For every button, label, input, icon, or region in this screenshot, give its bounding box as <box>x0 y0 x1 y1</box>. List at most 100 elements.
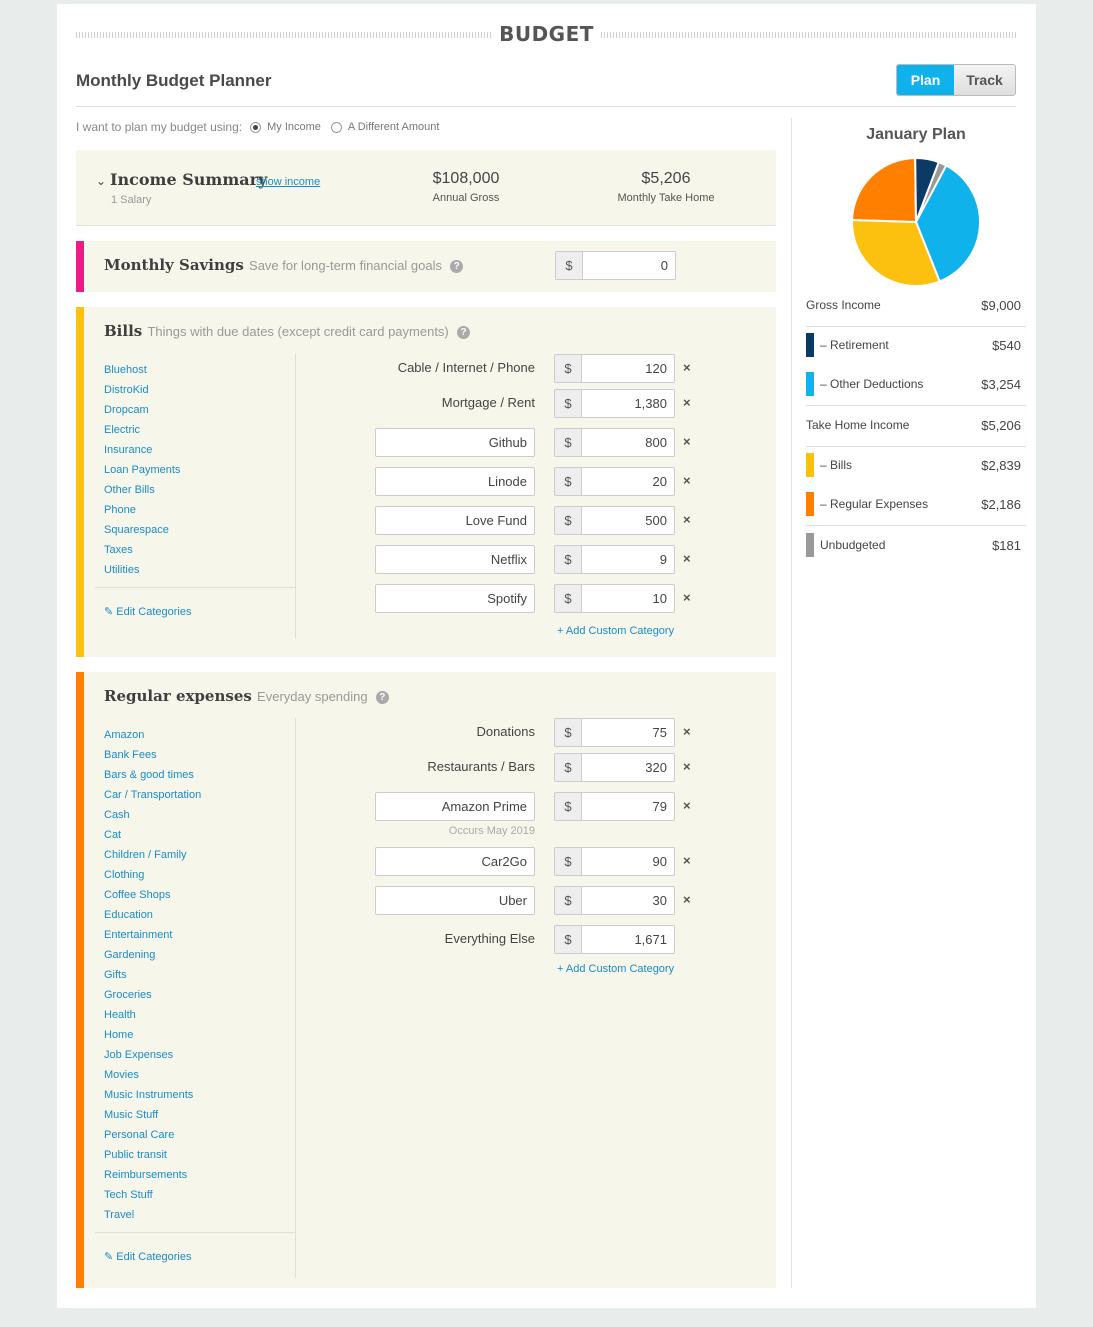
budget-amount[interactable]: 320 <box>645 760 667 775</box>
remove-icon[interactable]: × <box>683 853 691 868</box>
show-income-link[interactable]: show income <box>256 176 321 188</box>
category-link-public-transit[interactable]: Public transit <box>104 1149 167 1161</box>
custom-category-name-input[interactable]: Netflix <box>375 545 535 574</box>
bills-edit-categories-link[interactable]: ✎ Edit Categories <box>104 605 192 618</box>
category-link-job-expenses[interactable]: Job Expenses <box>104 1049 174 1061</box>
budget-amount-input[interactable]: $1,380 <box>554 389 675 418</box>
remove-icon[interactable]: × <box>683 759 691 774</box>
retirement-row: – Retirement $540 <box>806 325 1026 365</box>
budget-amount-input[interactable]: $20 <box>554 467 675 496</box>
help-icon[interactable]: ? <box>450 260 464 273</box>
category-link-music-stuff[interactable]: Music Stuff <box>104 1109 159 1121</box>
budget-amount[interactable]: 800 <box>645 435 667 450</box>
budget-amount-input[interactable]: $500 <box>554 506 675 535</box>
category-link-music-instruments[interactable]: Music Instruments <box>104 1089 194 1101</box>
category-link-gardening[interactable]: Gardening <box>104 949 156 961</box>
category-link-travel[interactable]: Travel <box>104 1209 135 1221</box>
budget-amount[interactable]: 1,380 <box>634 396 667 411</box>
category-link-clothing[interactable]: Clothing <box>104 869 145 881</box>
category-link-taxes[interactable]: Taxes <box>104 544 133 556</box>
remove-icon[interactable]: × <box>683 551 691 566</box>
custom-category-name-input[interactable]: Linode <box>375 467 535 496</box>
category-link-cash[interactable]: Cash <box>104 809 130 821</box>
category-link-reimbursements[interactable]: Reimbursements <box>104 1169 188 1181</box>
category-link-movies[interactable]: Movies <box>104 1069 139 1081</box>
category-link-gifts[interactable]: Gifts <box>104 969 127 981</box>
category-link-dropcam[interactable]: Dropcam <box>104 404 149 416</box>
budget-amount-input[interactable]: $1,671 <box>554 925 675 954</box>
bills-add-custom-category[interactable]: + Add Custom Category <box>557 625 675 637</box>
custom-category-name-input[interactable]: Spotify <box>375 584 535 613</box>
remove-icon[interactable]: × <box>683 360 691 375</box>
budget-amount[interactable]: 120 <box>645 361 667 376</box>
help-icon[interactable]: ? <box>375 691 389 704</box>
remove-icon[interactable]: × <box>683 512 691 527</box>
budget-amount-input[interactable]: $90 <box>554 847 675 876</box>
budget-amount[interactable]: 10 <box>652 591 667 606</box>
category-link-insurance[interactable]: Insurance <box>104 444 153 456</box>
remove-icon[interactable]: × <box>683 724 691 739</box>
expenses-add-custom-category[interactable]: + Add Custom Category <box>557 963 675 975</box>
category-link-groceries[interactable]: Groceries <box>104 989 152 1001</box>
category-link-tech-stuff[interactable]: Tech Stuff <box>104 1189 153 1201</box>
remove-icon[interactable]: × <box>683 434 691 449</box>
savings-amount-input[interactable]: $ 0 <box>555 251 676 280</box>
category-link-squarespace[interactable]: Squarespace <box>104 524 169 536</box>
custom-category-name-input[interactable]: Car2Go <box>375 847 535 876</box>
category-link-children-family[interactable]: Children / Family <box>104 849 187 861</box>
my-income-radio[interactable] <box>250 121 262 133</box>
budget-amount[interactable]: 20 <box>652 474 667 489</box>
category-link-phone[interactable]: Phone <box>104 504 136 516</box>
category-link-personal-care[interactable]: Personal Care <box>104 1129 175 1141</box>
category-link-entertainment[interactable]: Entertainment <box>104 929 173 941</box>
custom-category-name-input[interactable]: Love Fund <box>375 506 535 535</box>
expenses-edit-categories-link[interactable]: ✎ Edit Categories <box>104 1250 192 1263</box>
budget-amount[interactable]: 9 <box>659 552 667 567</box>
budget-amount[interactable]: 79 <box>652 799 667 814</box>
remove-icon[interactable]: × <box>683 892 691 907</box>
category-link-health[interactable]: Health <box>104 1009 136 1021</box>
category-link-coffee-shops[interactable]: Coffee Shops <box>104 889 171 901</box>
category-link-home[interactable]: Home <box>104 1029 134 1041</box>
category-link-amazon[interactable]: Amazon <box>104 729 145 741</box>
chevron-down-icon[interactable]: ⌄ <box>96 174 107 188</box>
budget-amount-input[interactable]: $10 <box>554 584 675 613</box>
budget-amount-input[interactable]: $320 <box>554 753 675 782</box>
category-link-cat[interactable]: Cat <box>104 829 122 841</box>
savings-amount[interactable]: 0 <box>660 258 668 273</box>
category-link-car-transportation[interactable]: Car / Transportation <box>104 789 202 801</box>
my-income-label[interactable]: My Income <box>267 121 321 133</box>
budget-amount-input[interactable]: $9 <box>554 545 675 574</box>
budget-amount[interactable]: 75 <box>652 725 667 740</box>
category-link-loan-payments[interactable]: Loan Payments <box>104 464 181 476</box>
category-link-bank-fees[interactable]: Bank Fees <box>104 749 157 761</box>
budget-amount-input[interactable]: $800 <box>554 428 675 457</box>
plan-tab[interactable]: Plan <box>897 65 954 95</box>
help-icon[interactable]: ? <box>457 326 470 339</box>
budget-amount[interactable]: 30 <box>652 893 667 908</box>
track-tab[interactable]: Track <box>954 65 1015 95</box>
different-amount-label[interactable]: A Different Amount <box>347 121 440 133</box>
budget-amount-input[interactable]: $75 <box>554 718 675 747</box>
budget-amount-input[interactable]: $120 <box>554 354 675 383</box>
category-link-bars-good-times[interactable]: Bars & good times <box>104 769 194 781</box>
budget-amount-input[interactable]: $79 <box>554 792 675 821</box>
category-link-distrokid[interactable]: DistroKid <box>104 384 149 396</box>
remove-icon[interactable]: × <box>683 590 691 605</box>
budget-amount[interactable]: 90 <box>652 854 667 869</box>
category-link-electric[interactable]: Electric <box>104 424 141 436</box>
budget-amount[interactable]: 1,671 <box>634 932 667 947</box>
category-link-other-bills[interactable]: Other Bills <box>104 484 155 496</box>
category-link-bluehost[interactable]: Bluehost <box>104 364 147 376</box>
category-link-education[interactable]: Education <box>104 909 153 921</box>
different-amount-radio[interactable] <box>330 121 342 133</box>
custom-category-name-input[interactable]: Uber <box>375 886 535 915</box>
custom-category-name-input[interactable]: Amazon Prime <box>375 792 535 821</box>
budget-amount-input[interactable]: $30 <box>554 886 675 915</box>
remove-icon[interactable]: × <box>683 395 691 410</box>
remove-icon[interactable]: × <box>683 798 691 813</box>
custom-category-name-input[interactable]: Github <box>375 428 535 457</box>
category-link-utilities[interactable]: Utilities <box>104 564 140 576</box>
budget-amount[interactable]: 500 <box>645 513 667 528</box>
remove-icon[interactable]: × <box>683 473 691 488</box>
